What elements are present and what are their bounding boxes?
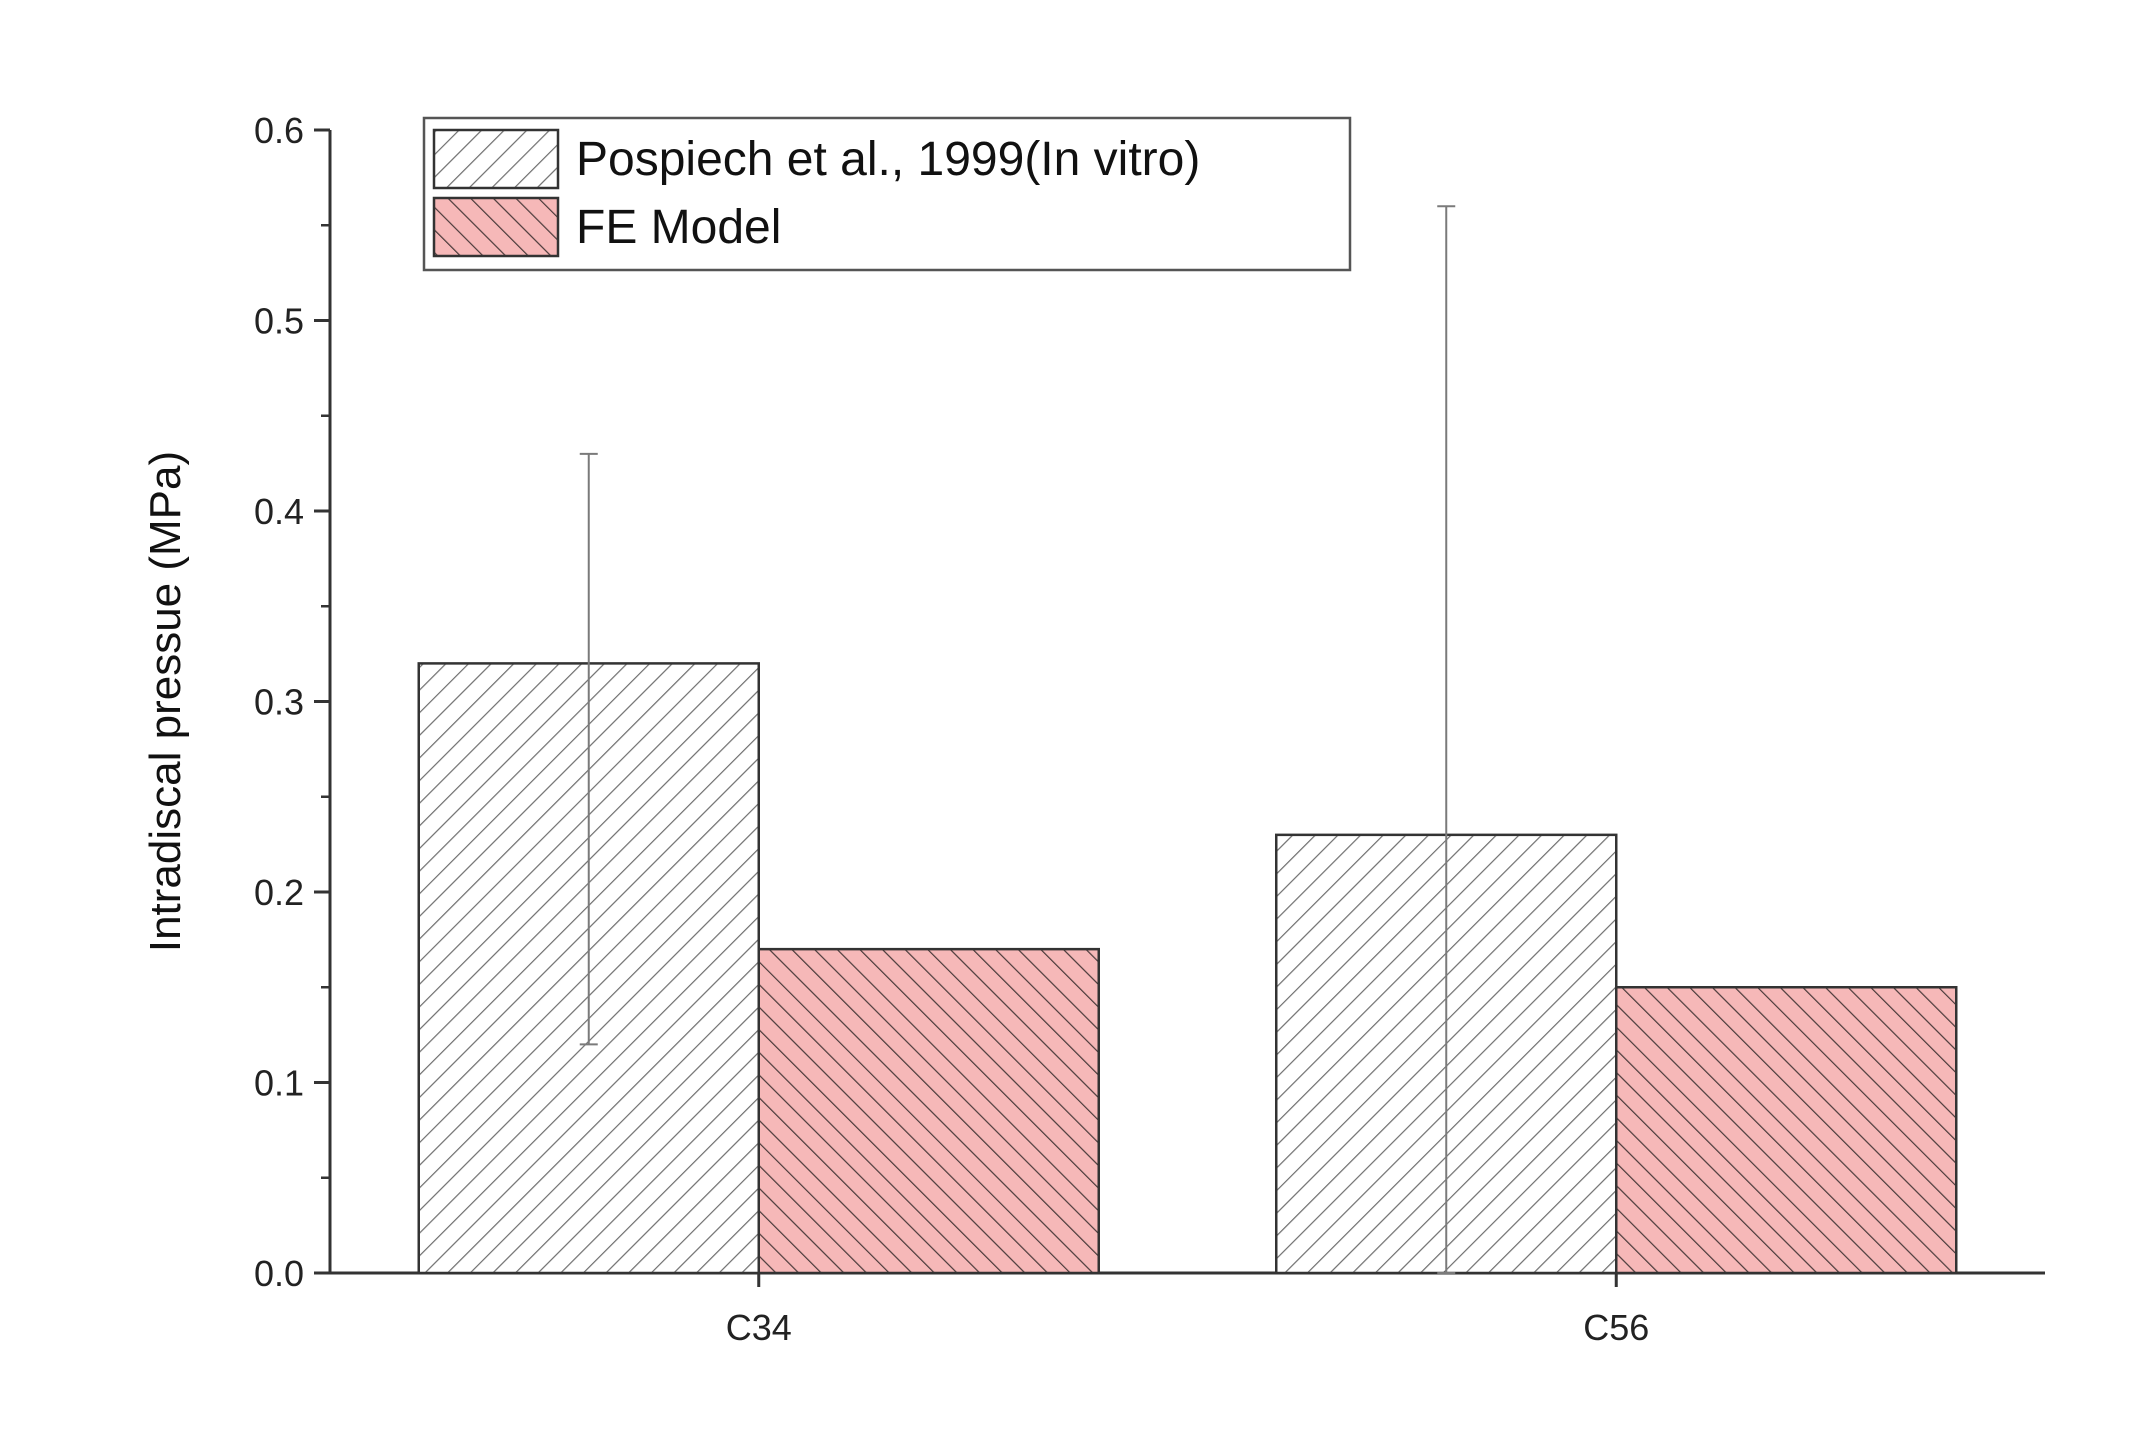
y-tick-label: 0.0 (254, 1253, 304, 1294)
legend-label-0: Pospiech et al., 1999(In vitro) (576, 133, 1200, 186)
legend: Pospiech et al., 1999(In vitro) FE Model (422, 116, 1352, 272)
y-tick-label: 0.3 (254, 682, 304, 723)
error-bars (579, 205, 1456, 1274)
x-tick-label: C56 (1583, 1307, 1649, 1348)
y-tick-label: 0.6 (254, 110, 304, 151)
axis-labels: Intradiscal pressue (MPa) (141, 451, 190, 952)
y-tick-label: 0.4 (254, 491, 304, 532)
x-tick-label: C34 (726, 1307, 792, 1348)
legend-swatch-0 (432, 128, 560, 190)
y-tick-label: 0.5 (254, 301, 304, 342)
y-axis-title: Intradiscal pressue (MPa) (141, 451, 190, 952)
legend-box (422, 116, 1352, 272)
legend-label-1: FE Model (576, 201, 781, 254)
y-tick-label: 0.2 (254, 872, 304, 913)
bars (417, 662, 1958, 1275)
y-tick-label: 0.1 (254, 1063, 304, 1104)
bar-c56-series-1 (1615, 986, 1958, 1275)
bar-c34-series-1 (757, 947, 1100, 1275)
legend-swatch-1 (432, 196, 560, 258)
